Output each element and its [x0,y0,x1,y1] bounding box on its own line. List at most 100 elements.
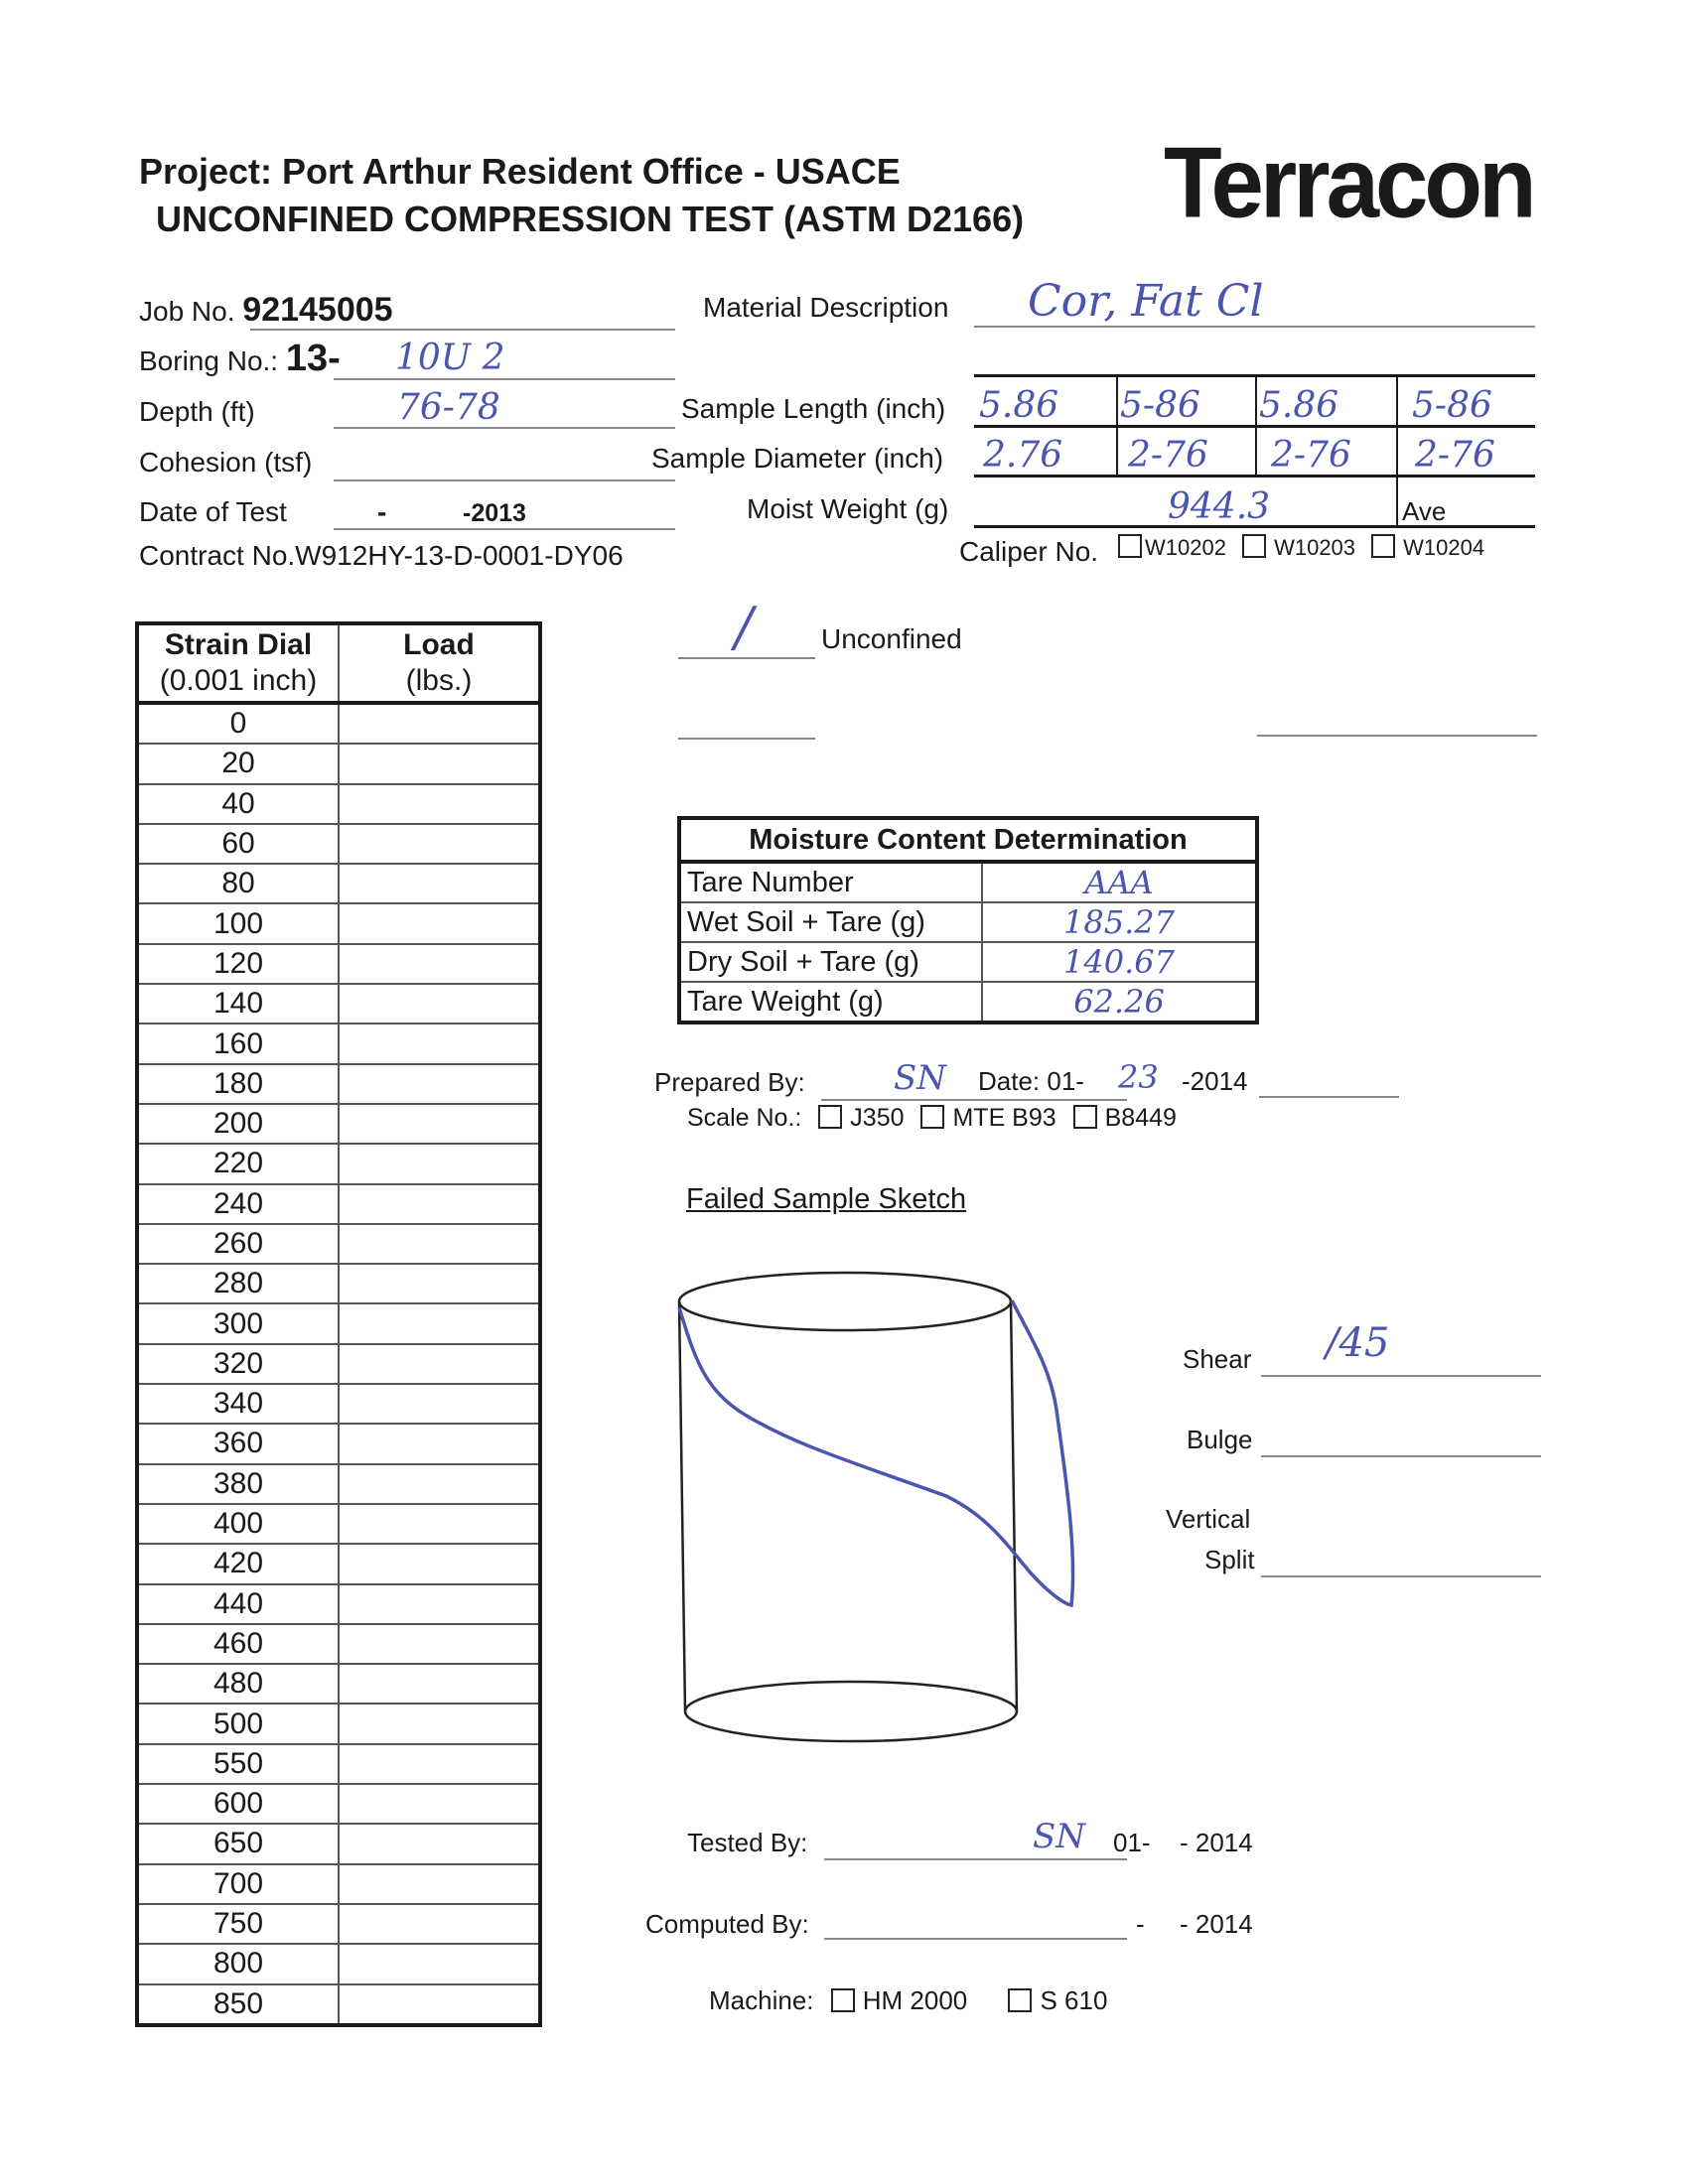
length-label: Sample Length (inch) [681,393,946,424]
ave-label: Ave [1402,496,1447,526]
machine-checkbox-2[interactable] [1008,1988,1033,2012]
load-cell[interactable] [338,701,540,745]
unconfined-check-mark[interactable]: / [735,596,754,658]
load-cell[interactable] [338,1982,540,2025]
scale-checkbox-2[interactable] [920,1105,945,1129]
strain-dial-value: 480 [137,1663,339,1705]
load-cell[interactable] [338,1023,540,1064]
strain-title: Strain Dial [164,628,313,661]
length-4[interactable]: 5-86 [1412,385,1492,426]
load-cell[interactable] [338,1902,540,1945]
strain-dial-value: 140 [137,983,339,1024]
load-cell[interactable] [338,1263,540,1304]
strain-dial-value: 400 [137,1502,339,1545]
cylinder-left-side [677,1300,687,1712]
load-cell[interactable] [338,1862,540,1904]
strain-row: 240 [137,1182,540,1224]
load-cell[interactable] [338,782,540,824]
tested-date: 01- [1113,1828,1151,1857]
strain-dial-value: 280 [137,1263,339,1304]
prepared-date-label: Date: 01- [978,1066,1084,1096]
caliper-checkbox-3[interactable] [1371,534,1396,558]
cylinder-top [677,1271,1013,1332]
strain-row: 100 [137,902,540,944]
load-cell[interactable] [338,983,540,1024]
load-cell[interactable] [338,1222,540,1265]
load-cell[interactable] [338,1342,540,1385]
strain-header: Strain Dial (0.001 inch) [137,623,339,705]
moisture-row: Dry Soil + Tare (g) 140.67 [679,941,1257,982]
strain-row: 360 [137,1423,540,1464]
load-cell[interactable] [338,1502,540,1545]
machine-checkbox-1[interactable] [830,1988,855,2012]
wet-soil-value[interactable]: 185.27 [981,901,1257,942]
shear-value[interactable]: /45 [1326,1320,1390,1366]
boring-number[interactable]: 10U 2 [395,338,505,378]
strain-dial-value: 160 [137,1023,339,1064]
tested-label: Tested By: [687,1828,808,1857]
depth-value[interactable]: 76-78 [397,387,500,428]
load-cell[interactable] [338,1663,540,1705]
load-cell[interactable] [338,1742,540,1785]
sketch-title: Failed Sample Sketch [686,1183,967,1215]
diameter-3[interactable]: 2-76 [1271,435,1351,476]
tested-initials[interactable]: SN [1033,1817,1086,1856]
scale-checkbox-3[interactable] [1072,1105,1097,1129]
strain-dial-value: 700 [137,1862,339,1904]
load-cell[interactable] [338,1302,540,1344]
load-cell[interactable] [338,1823,540,1864]
dry-soil-value[interactable]: 140.67 [981,941,1257,982]
load-cell[interactable] [338,1703,540,1744]
load-cell[interactable] [338,1102,540,1145]
tare-number-value[interactable]: AAA [981,861,1257,902]
load-cell[interactable] [338,1622,540,1665]
load-cell[interactable] [338,822,540,865]
tare-number-label: Tare Number [679,861,982,902]
caliper-checkbox-1[interactable] [1118,534,1142,558]
strain-dial-value: 800 [137,1943,339,1984]
load-cell[interactable] [338,1062,540,1104]
strain-dial-value: 240 [137,1182,339,1224]
strain-dial-value: 100 [137,902,339,944]
form-title: UNCONFINED COMPRESSION TEST (ASTM D2166) [156,199,1025,239]
load-cell[interactable] [338,902,540,944]
diameter-1[interactable]: 2.76 [983,435,1063,476]
diameter-4[interactable]: 2-76 [1415,435,1495,476]
load-cell[interactable] [338,1783,540,1825]
length-3[interactable]: 5.86 [1259,385,1339,426]
scale-checkbox-1[interactable] [818,1105,843,1129]
strain-dial-value: 460 [137,1622,339,1665]
tare-weight-label: Tare Weight (g) [679,981,982,1023]
caliper-label: Caliper No. [959,536,1099,567]
load-cell[interactable] [338,1582,540,1624]
strain-row: 700 [137,1862,540,1904]
moist-value[interactable]: 944.3 [1168,486,1271,527]
load-cell[interactable] [338,863,540,904]
load-cell[interactable] [338,1182,540,1224]
load-cell[interactable] [338,1943,540,1984]
load-cell[interactable] [338,1383,540,1425]
strain-dial-value: 420 [137,1543,339,1584]
strain-row: 300 [137,1302,540,1344]
scale-options: Scale No.: J350 MTE B93 B8449 [687,1104,1177,1133]
load-cell[interactable] [338,1462,540,1504]
moisture-row: Wet Soil + Tare (g) 185.27 [679,901,1257,942]
strain-dial-value: 260 [137,1222,339,1265]
load-cell[interactable] [338,1143,540,1184]
load-cell[interactable] [338,743,540,784]
prepared-initials[interactable]: SN [894,1058,947,1098]
load-cell[interactable] [338,942,540,985]
moisture-title: Moisture Content Determination [679,818,1257,864]
caliper-checkbox-2[interactable] [1242,534,1267,558]
strain-row: 380 [137,1462,540,1504]
diameter-2[interactable]: 2-76 [1128,435,1208,476]
prepared-day[interactable]: 23 [1118,1058,1159,1096]
load-cell[interactable] [338,1543,540,1584]
boring-label: Boring No.: 13- [139,338,341,380]
length-1[interactable]: 5.86 [979,385,1059,426]
load-cell[interactable] [338,1423,540,1464]
tare-weight-value[interactable]: 62.26 [981,981,1257,1023]
length-2[interactable]: 5-86 [1120,385,1200,426]
cohesion-label: Cohesion (tsf) [139,447,313,478]
material-value[interactable]: Cor, Fat Cl [1028,276,1264,327]
